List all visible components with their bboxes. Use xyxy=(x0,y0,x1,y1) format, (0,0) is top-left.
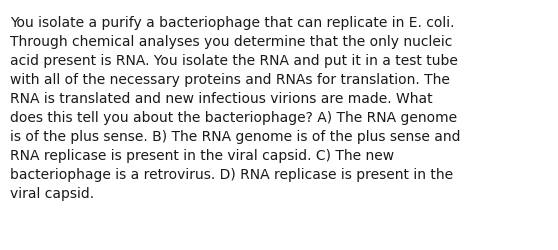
Text: You isolate a purify a bacteriophage that can replicate in E. coli.
Through chem: You isolate a purify a bacteriophage tha… xyxy=(10,16,460,200)
